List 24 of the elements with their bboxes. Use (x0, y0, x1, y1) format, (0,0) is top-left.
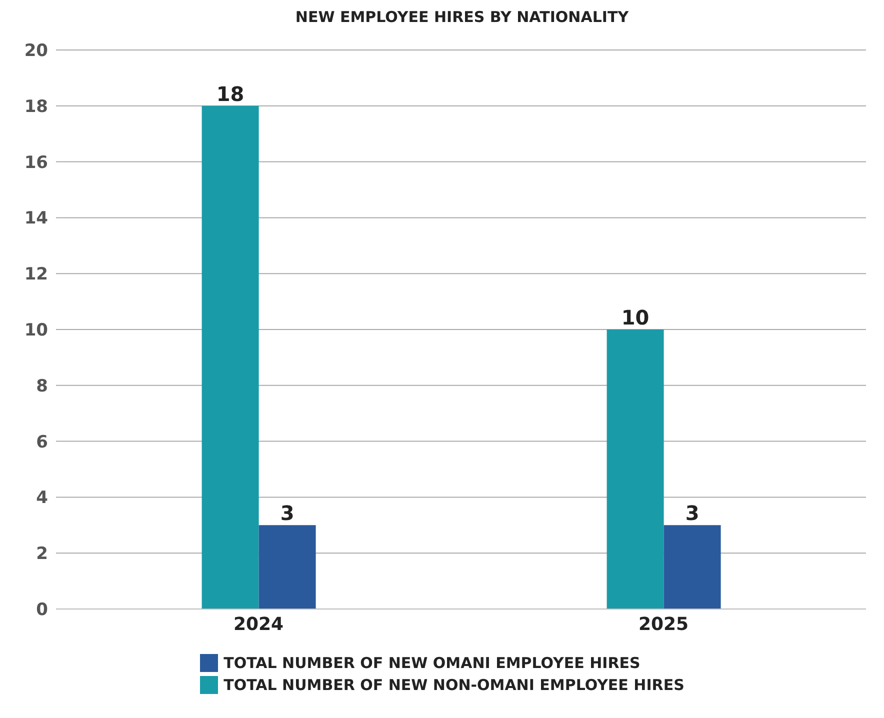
x-tick-label: 2024 (233, 614, 284, 635)
chart-title: NEW EMPLOYEE HIRES BY NATIONALITY (294, 8, 630, 26)
y-tick-label: 12 (24, 264, 48, 285)
y-tick-label: 18 (24, 96, 48, 117)
y-tick-label: 6 (36, 432, 48, 452)
y-tick-label: 8 (36, 376, 48, 396)
bar (202, 106, 259, 609)
x-tick-label: 2025 (638, 614, 689, 635)
data-label: 3 (685, 501, 700, 526)
data-label: 3 (280, 501, 294, 526)
bar (664, 525, 721, 609)
data-label: 18 (216, 82, 244, 106)
y-tick-label: 14 (24, 208, 48, 229)
y-tick-label: 16 (24, 152, 48, 173)
y-tick-label: 0 (36, 600, 48, 620)
legend-label: TOTAL NUMBER OF NEW NON-OMANI EMPLOYEE HIRES (224, 676, 684, 694)
y-tick-label: 10 (24, 320, 48, 341)
data-label: 10 (621, 306, 650, 330)
bar (606, 330, 664, 609)
bar (258, 525, 316, 609)
y-tick-label: 4 (36, 488, 48, 508)
y-tick-label: 20 (24, 41, 48, 62)
legend-label: TOTAL NUMBER OF NEW OMANI EMPLOYEE HIRES (224, 654, 640, 672)
y-tick-label: 2 (36, 544, 48, 564)
